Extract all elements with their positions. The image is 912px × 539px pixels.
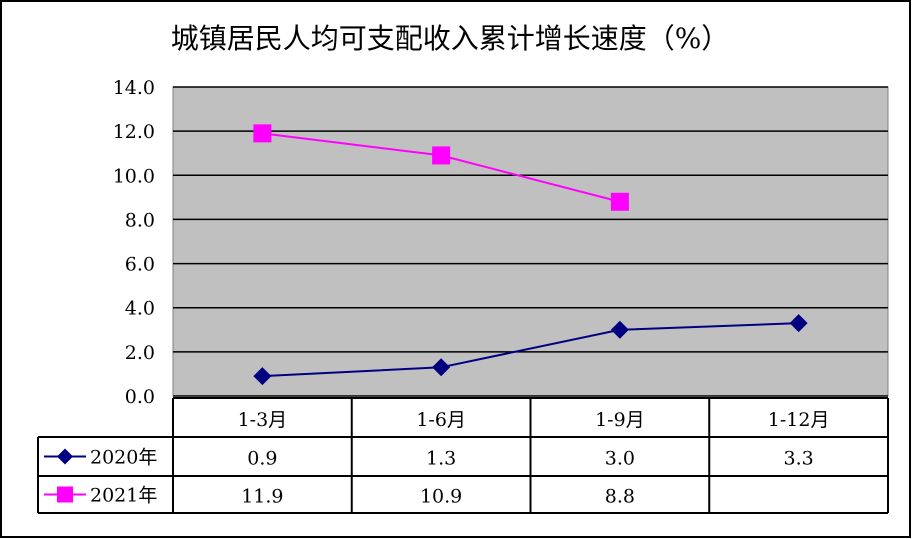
y-tick-label: 4.0: [125, 298, 155, 320]
x-category-label: 1-6月: [416, 409, 466, 431]
y-tick-label: 6.0: [125, 254, 155, 276]
y-tick-label: 12.0: [113, 121, 155, 143]
legend-square-marker-icon: [57, 486, 73, 503]
table-value: 3.0: [605, 448, 635, 470]
plot-area: [172, 86, 889, 397]
y-tick-label: 8.0: [125, 209, 155, 231]
series-line-2020年: [262, 322, 799, 378]
y-tick-label: 2.0: [125, 342, 155, 364]
table-value: 3.3: [784, 448, 814, 470]
data-point-diamond: [789, 314, 808, 333]
x-category-label: 1-12月: [768, 409, 830, 431]
y-tick-label: 14.0: [113, 77, 155, 99]
legend-diamond-marker-icon: [57, 448, 73, 465]
data-point-diamond: [432, 358, 451, 377]
legend-label: 2021年: [90, 485, 157, 507]
data-point-diamond: [610, 320, 629, 339]
table-value: 0.9: [247, 448, 277, 470]
chart-title: 城镇居民人均可支配收入累计增长速度（%）: [171, 22, 730, 55]
data-point-square: [610, 192, 629, 211]
legend-label: 2020年: [90, 447, 157, 469]
data-point-diamond: [253, 367, 272, 386]
data-point-square: [253, 124, 272, 143]
table-value: 11.9: [241, 486, 283, 508]
y-tick-label: 10.0: [113, 165, 155, 187]
x-category-label: 1-3月: [238, 409, 288, 431]
data-point-square: [432, 146, 451, 165]
table-value: 1.3: [426, 448, 456, 470]
y-tick-label: 0.0: [125, 386, 155, 408]
x-category-label: 1-9月: [595, 409, 645, 431]
table-value: 8.8: [605, 486, 635, 508]
table-value: 10.9: [420, 486, 462, 508]
